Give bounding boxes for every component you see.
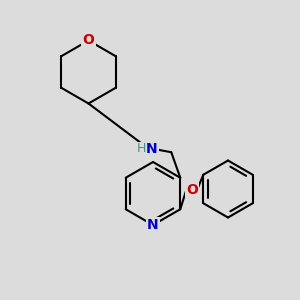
Text: O: O <box>82 34 94 47</box>
Text: O: O <box>186 183 198 196</box>
Text: N: N <box>146 142 158 156</box>
Text: N: N <box>147 218 159 232</box>
Text: H: H <box>136 142 146 155</box>
